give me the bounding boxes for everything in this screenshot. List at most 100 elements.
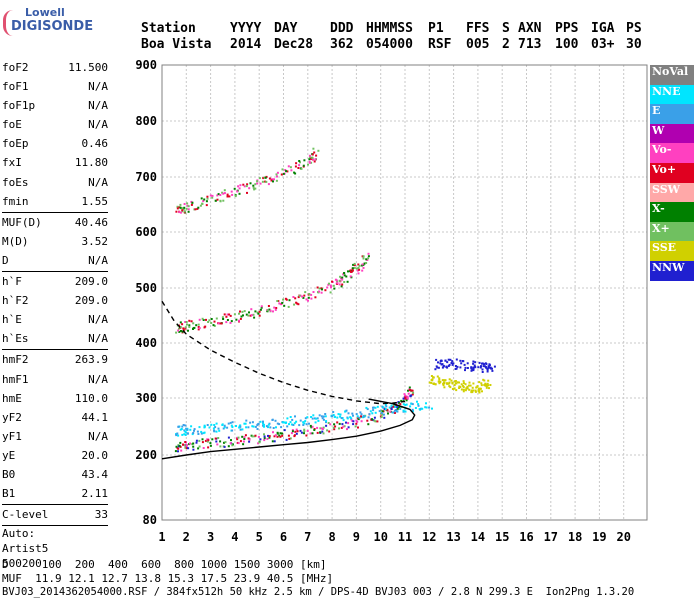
y-tick-label: 600 [135,225,157,239]
echo-point [246,183,249,186]
param-row: B1 2.11 [2,484,108,503]
echo-point [181,425,184,428]
x-tick-label: 2 [183,530,190,544]
echo-point [243,185,246,188]
echo-point [349,416,352,419]
echo-point [462,388,465,391]
echo-point [180,428,183,430]
echo-point [403,393,406,396]
y-tick-label: 80 [143,513,157,527]
echo-point [361,269,364,272]
echo-point [464,383,467,386]
echo-point [441,363,444,366]
hdr-value-hhmmss: 054000 [366,37,413,52]
param-name: h`F [2,275,22,289]
echo-point [460,388,463,391]
echo-point [438,378,441,381]
echo-point [353,264,356,267]
param-value: 40.46 [74,215,108,229]
param-row: MUF(D) 40.46 [2,213,108,232]
echo-point [416,400,418,403]
echo-point [185,321,188,323]
logo-text-digisonde: DIGISONDE [11,19,94,34]
echo-point [396,410,399,413]
echo-point [296,302,299,305]
echo-point [268,422,271,425]
echo-point [287,434,290,437]
echo-point [191,201,194,204]
legend-item: NoVal [650,65,694,85]
echo-point [411,408,414,411]
echo-point [333,423,336,426]
echo-point [442,384,445,387]
y-tick-label: 500 [135,281,157,295]
echo-point [347,270,349,273]
echo-point [194,208,197,211]
param-row: hmF2 263.9 [2,350,108,369]
echo-point [346,280,349,283]
param-name: B1 [2,487,16,501]
echo-point [358,264,361,267]
echo-point [177,450,179,453]
echo-point [222,192,225,195]
y-tick-label: 200 [135,448,157,462]
echo-point [382,413,385,416]
hdr-label-station: Station [141,21,196,36]
x-tick-label: 8 [328,530,335,544]
echo-point [380,412,383,414]
param-value: 11.500 [68,61,108,74]
echo-point [289,166,292,169]
echo-point [188,319,191,322]
echo-point [339,415,342,418]
hdr-label-axn: AXN [518,21,542,36]
echo-point [227,436,230,439]
echo-point [369,410,372,413]
echo-point [295,428,298,431]
param-value: 1.55 [81,194,109,208]
echo-point [313,417,316,420]
echo-point [196,430,199,433]
echo-point [243,310,246,313]
echo-point [294,165,297,168]
echo-point [356,420,359,423]
echo-point [446,366,449,369]
echo-point [345,409,348,412]
echo-point [180,449,183,452]
echo-point [355,267,358,270]
echo-point [338,283,341,286]
echo-point [217,437,220,439]
echo-point [265,180,268,183]
x-tick-label: 18 [568,530,582,544]
echo-point [308,160,311,163]
echo-point [444,379,447,382]
echo-point [212,324,215,327]
echo-point [354,425,357,428]
echo-point [338,427,340,430]
echo-point [238,319,240,322]
echo-point [239,310,241,313]
echo-point [358,268,361,271]
echo-point [186,432,189,435]
echo-point [412,391,415,394]
echo-point [229,442,232,445]
digisonde-logo: Lowell DIGISONDE [3,6,93,46]
echo-point [184,424,187,427]
echo-point [176,432,179,435]
echo-point [247,426,250,429]
param-value: 209.0 [74,275,108,289]
echo-point [288,299,291,302]
echo-point [453,380,456,383]
echo-point [267,434,269,437]
echo-point [440,359,443,362]
echo-point [305,298,308,301]
echo-point [390,404,393,407]
echo-point [281,301,284,304]
echo-point [476,385,479,388]
param-value: 44.1 [81,410,109,424]
echo-point [466,367,469,369]
echo-point [471,368,474,371]
echo-point [254,183,257,186]
param-value: 2.11 [81,487,109,501]
param-row: h`F2 209.0 [2,291,108,310]
hdr-label-hhmmss: HHMMSS [366,21,413,36]
